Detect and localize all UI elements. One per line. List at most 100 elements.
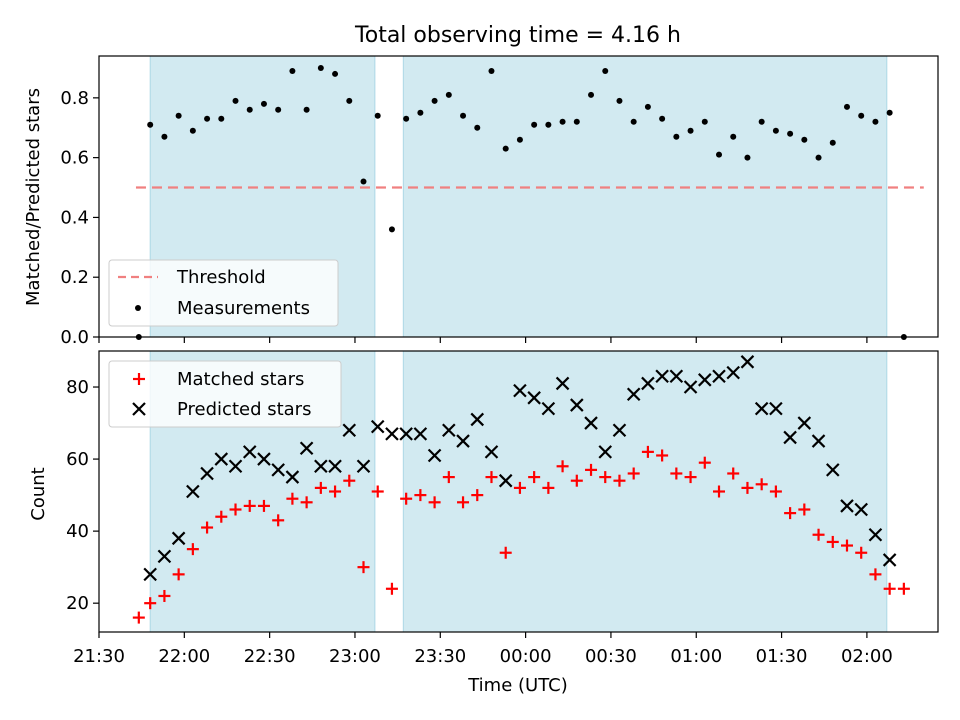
top-shaded-intervals xyxy=(149,55,888,338)
measurement-point xyxy=(289,67,296,74)
predicted-star-point xyxy=(328,459,342,474)
x-axis-label: Time (UTC) xyxy=(467,675,568,696)
measurement-point xyxy=(161,133,168,140)
matched-star-point xyxy=(385,582,398,595)
measurement-point xyxy=(858,112,865,119)
predicted-star-point xyxy=(825,463,840,477)
measurement-point xyxy=(460,112,467,119)
measurement-point xyxy=(644,103,651,110)
matched-star-point xyxy=(314,481,327,494)
x-tick-label: 01:30 xyxy=(756,646,808,667)
measurement-point xyxy=(616,97,623,104)
matched-star-point xyxy=(357,561,370,574)
measurement-point xyxy=(175,112,182,119)
measurement-point xyxy=(687,127,694,134)
predicted-star-point xyxy=(342,423,357,438)
matched-star-point xyxy=(186,543,199,556)
measurement-point xyxy=(701,118,708,125)
predicted-star-point xyxy=(314,459,328,474)
predicted-star-point xyxy=(257,452,271,466)
matched-star-point xyxy=(172,568,185,581)
measurement-point xyxy=(474,124,481,131)
measurement-point xyxy=(189,127,196,134)
y-tick-label: 80 xyxy=(66,377,89,398)
matched-star-point xyxy=(641,445,654,458)
predicted-star-point xyxy=(356,459,371,474)
measurement-point xyxy=(260,100,267,107)
predicted-star-point xyxy=(769,401,783,416)
predicted-star-point xyxy=(527,391,541,405)
matched-star-point xyxy=(741,481,754,494)
x-tick-label: 21:30 xyxy=(73,646,125,667)
predicted-star-point xyxy=(242,445,257,459)
measurement-point xyxy=(758,118,765,125)
predicted-star-point xyxy=(370,419,385,434)
legend-matched-label: Matched stars xyxy=(177,369,304,390)
matched-star-point xyxy=(229,503,242,516)
ratio-panel: 0.00.20.40.60.8 Matched/Predicted stars … xyxy=(23,55,939,348)
bottom-axes-frame xyxy=(98,350,939,633)
top-y-ticks: 0.0 0.2 0.4 0.6 0.8 xyxy=(60,88,99,348)
predicted-star-point xyxy=(726,365,741,380)
predicted-stars-series xyxy=(143,355,897,582)
legend-measurements-swatch xyxy=(135,305,141,311)
matched-star-point xyxy=(428,496,441,509)
matched-star-point xyxy=(599,471,612,484)
predicted-star-point xyxy=(399,427,413,441)
matched-star-point xyxy=(556,460,569,473)
predicted-star-point xyxy=(143,567,157,582)
matched-star-point xyxy=(769,485,782,498)
x-tick-label: 00:30 xyxy=(585,646,637,667)
predicted-star-point xyxy=(811,434,826,448)
predicted-star-point xyxy=(626,387,641,402)
y-tick-label: 40 xyxy=(66,521,89,542)
measurement-point xyxy=(403,115,410,122)
predicted-star-point xyxy=(840,499,854,513)
bottom-legend-box xyxy=(108,360,342,428)
measurement-point xyxy=(218,115,225,122)
matched-star-point xyxy=(471,489,484,502)
predicted-star-point xyxy=(513,383,527,398)
legend-predicted-label: Predicted stars xyxy=(177,399,311,420)
measurement-point xyxy=(303,106,310,113)
matched-star-point xyxy=(499,546,512,559)
measurement-point xyxy=(659,115,666,122)
measurement-point xyxy=(516,136,523,143)
predicted-star-point xyxy=(882,553,897,567)
matched-star-point xyxy=(656,449,669,462)
matched-star-point xyxy=(286,492,299,505)
predicted-star-point xyxy=(698,373,712,387)
y-tick-label: 0.4 xyxy=(60,207,89,228)
matched-star-point xyxy=(457,496,470,509)
predicted-star-point xyxy=(641,376,655,391)
measurement-point xyxy=(630,118,637,125)
x-tick-label: 01:00 xyxy=(670,646,722,667)
predicted-star-point xyxy=(171,531,186,546)
matched-star-point xyxy=(755,478,768,491)
measurement-point xyxy=(502,145,509,152)
predicted-star-point xyxy=(712,369,726,383)
matched-star-point xyxy=(257,499,270,512)
predicted-star-point xyxy=(470,412,485,427)
matched-star-point xyxy=(713,485,726,498)
matched-star-point xyxy=(329,485,342,498)
top-axes-frame xyxy=(98,55,939,338)
matched-star-point xyxy=(812,528,825,541)
measurement-point xyxy=(602,67,609,74)
predicted-star-point xyxy=(385,427,399,441)
matched-stars-series xyxy=(132,445,910,624)
measurement-point xyxy=(872,118,879,125)
measurement-point xyxy=(317,64,324,71)
measurement-point xyxy=(232,97,239,104)
measurement-point xyxy=(531,121,538,128)
measurement-point xyxy=(772,127,779,134)
predicted-star-point xyxy=(413,427,428,441)
predicted-star-point xyxy=(200,466,214,481)
matched-star-point xyxy=(513,481,526,494)
matched-star-point xyxy=(798,503,811,516)
measurement-point xyxy=(588,91,595,98)
x-tick-label: 02:00 xyxy=(841,646,893,667)
predicted-star-point xyxy=(442,423,456,438)
matched-star-point xyxy=(400,492,413,505)
